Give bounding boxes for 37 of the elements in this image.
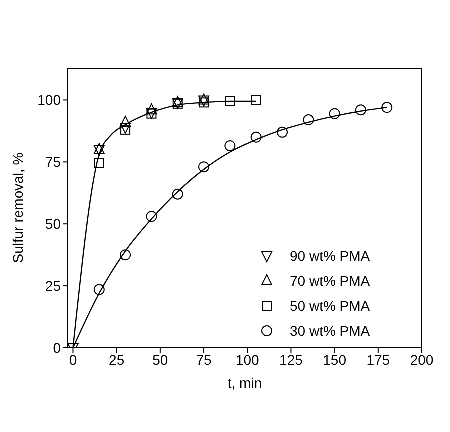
- x-tick-label: 125: [280, 352, 304, 368]
- point: [146, 104, 158, 115]
- legend-label: 90 wt% PMA: [290, 248, 370, 264]
- point: [225, 96, 236, 106]
- y-axis-title: Sulfur removal, %: [10, 152, 26, 264]
- point: [120, 250, 132, 261]
- x-tick-label: 25: [109, 352, 125, 368]
- y-tick-label: 50: [45, 216, 62, 232]
- point: [329, 108, 340, 120]
- point: [120, 116, 132, 128]
- legend-label: 30 wt% PMA: [290, 323, 370, 339]
- point: [172, 188, 184, 200]
- point: [251, 95, 262, 106]
- point: [355, 104, 366, 116]
- y-tick-label: 75: [45, 154, 62, 170]
- x-tick-label: 75: [196, 352, 212, 368]
- x-tick-label: 150: [323, 352, 347, 368]
- legend-label: 50 wt% PMA: [290, 298, 370, 314]
- point: [94, 158, 104, 168]
- y-tick-label: 100: [38, 92, 62, 108]
- x-tick-label: 100: [236, 352, 260, 368]
- x-tick-label: 175: [366, 352, 390, 368]
- x-tick-label: 50: [152, 352, 168, 368]
- point: [303, 114, 314, 126]
- y-tick-label: 0: [53, 340, 62, 356]
- point: [382, 102, 393, 114]
- x-axis-title: t, min: [228, 375, 262, 391]
- x-tick-label: 0: [69, 352, 78, 368]
- point: [94, 284, 105, 296]
- legend-label: 70 wt% PMA: [290, 273, 370, 289]
- y-tick-label: 25: [45, 278, 62, 294]
- point: [250, 132, 262, 143]
- x-tick-label: 200: [410, 352, 434, 368]
- point: [198, 162, 210, 173]
- point: [224, 140, 236, 152]
- point: [276, 126, 288, 138]
- point: [146, 211, 158, 222]
